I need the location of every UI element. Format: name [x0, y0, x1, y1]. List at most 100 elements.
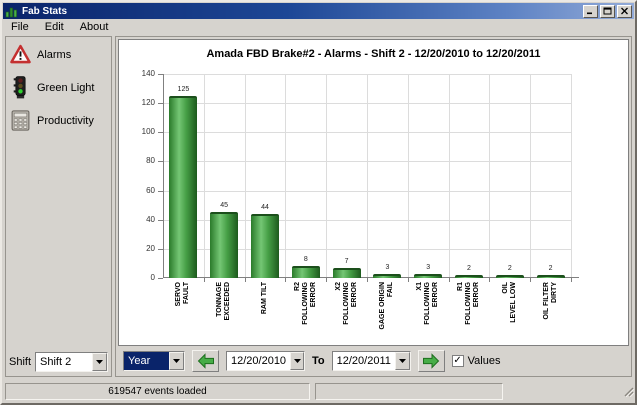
y-tick-label: 120 [141, 98, 155, 108]
app-logo-icon [5, 5, 18, 18]
date-from-combobox[interactable]: 12/20/2010 [226, 351, 305, 371]
window-title: Fab Stats [22, 5, 68, 17]
to-label: To [312, 355, 325, 367]
gridline-vertical [244, 74, 246, 277]
y-tick-label: 140 [141, 69, 155, 78]
chart-bar [291, 266, 320, 278]
gridline-vertical [571, 74, 572, 277]
bar-value-label: 3 [426, 263, 431, 271]
status-bar: 619547 events loaded [5, 383, 632, 400]
calculator-icon [9, 110, 31, 131]
x-tick-mark [530, 278, 532, 282]
shift-combobox[interactable]: Shift 2 [35, 352, 108, 372]
y-tick-label: 40 [146, 214, 155, 224]
x-tick-mark [489, 278, 491, 282]
chart-bar [455, 275, 483, 278]
chart-bar [332, 267, 361, 278]
date-controls-row: Year 12/20/2010 To 12/20/2011 [118, 348, 629, 374]
arrow-left-icon [197, 353, 215, 369]
sidebar-item-alarms[interactable]: Alarms [9, 44, 108, 65]
chart-bar [536, 275, 565, 278]
y-tick-mark [158, 219, 163, 221]
y-tick-label: 80 [146, 156, 155, 166]
close-button[interactable] [617, 4, 632, 18]
bar-value-label: 8 [303, 256, 308, 264]
shift-label: Shift [9, 356, 32, 368]
chevron-down-icon[interactable] [92, 353, 107, 371]
chevron-down-icon[interactable] [169, 352, 184, 370]
arrow-right-icon [422, 353, 440, 369]
y-tick-mark [158, 248, 163, 250]
menu-about[interactable]: About [79, 21, 109, 33]
gridline-vertical [203, 74, 205, 277]
chart-bar [414, 273, 443, 278]
x-tick-mark [203, 278, 205, 282]
gridline-vertical [489, 74, 491, 277]
chart-bar [373, 273, 402, 278]
chevron-down-icon[interactable] [394, 352, 410, 370]
x-axis-label: R2 FOLLOWING ERROR [293, 282, 317, 325]
bar-value-label: 2 [548, 265, 553, 273]
gridline-vertical [530, 74, 532, 277]
maximize-button[interactable] [600, 4, 615, 18]
sidebar-item-productivity[interactable]: Productivity [9, 110, 108, 131]
sidebar-item-label: Green Light [37, 81, 95, 94]
y-tick-label: 0 [150, 273, 155, 282]
next-period-button[interactable] [417, 350, 445, 372]
x-axis-label: X1 FOLLOWING ERROR [416, 282, 440, 325]
x-tick-mark [448, 278, 450, 282]
menu-file[interactable]: File [11, 21, 29, 33]
x-axis-label: R1 FOLLOWING ERROR [457, 282, 480, 325]
previous-period-button[interactable] [192, 350, 219, 372]
chart-panel: Amada FBD Brake#2 - Alarms - Shift 2 - 1… [118, 39, 629, 346]
gridline-vertical [326, 74, 328, 277]
sidebar-nav: Alarms Green Light [6, 37, 111, 138]
values-checkbox[interactable]: ✓ [451, 355, 464, 367]
chart-plot: 0 20 40 60 80 100 120 140 125 SERVO FAULT 45 TONNAG… [142, 69, 579, 329]
sidebar-item-label: Productivity [37, 114, 94, 127]
sidebar: Alarms Green Light [5, 36, 112, 377]
x-tick-mark [571, 278, 572, 282]
shift-selector-row: Shift Shift 2 [9, 352, 108, 372]
x-tick-mark [367, 278, 368, 282]
chart-bar [495, 275, 524, 278]
shift-combobox-value: Shift 2 [40, 356, 72, 368]
gridline-vertical [407, 74, 409, 277]
x-axis-line [163, 277, 579, 278]
resize-grip-icon[interactable] [622, 384, 635, 402]
title-bar: Fab Stats [3, 3, 634, 19]
menu-edit[interactable]: Edit [44, 21, 64, 33]
values-checkbox-row: ✓ Values [451, 355, 500, 367]
bar-value-label: 3 [385, 263, 390, 271]
x-tick-mark [285, 278, 287, 282]
x-axis-label: SERVO FAULT [175, 282, 191, 307]
bar-value-label: 2 [467, 265, 471, 273]
y-tick-mark [158, 190, 163, 192]
traffic-light-icon [9, 76, 31, 99]
status-secondary-panel [315, 383, 503, 400]
status-events-loaded: 619547 events loaded [5, 383, 310, 400]
date-to-combobox[interactable]: 12/20/2011 [331, 351, 411, 371]
y-tick-mark [158, 132, 163, 134]
minimize-button[interactable] [583, 4, 598, 18]
x-axis-label: OIL LEVEL LOW [501, 282, 517, 323]
chevron-down-icon[interactable] [290, 352, 304, 370]
x-axis-label: TONNAGE EXCEEDED [216, 282, 232, 321]
bar-value-label: 7 [344, 257, 349, 265]
x-tick-mark [407, 278, 409, 282]
x-tick-mark [244, 278, 246, 282]
date-from-value: 12/20/2010 [231, 355, 287, 367]
menu-bar: File Edit About [3, 19, 634, 35]
period-combobox-value: Year [124, 352, 169, 370]
bar-value-label: 45 [220, 202, 229, 210]
date-to-value: 12/20/2011 [336, 355, 391, 367]
y-tick-mark [158, 161, 163, 163]
period-combobox[interactable]: Year [123, 351, 185, 371]
bar-value-label: 2 [507, 265, 512, 273]
x-axis-label: RAM TILT [261, 282, 268, 315]
x-axis-label: OIL FILTER DIRTY [542, 282, 558, 320]
sidebar-item-green-light[interactable]: Green Light [9, 76, 108, 99]
gridline-vertical [367, 74, 368, 277]
chart-bar [210, 212, 239, 278]
